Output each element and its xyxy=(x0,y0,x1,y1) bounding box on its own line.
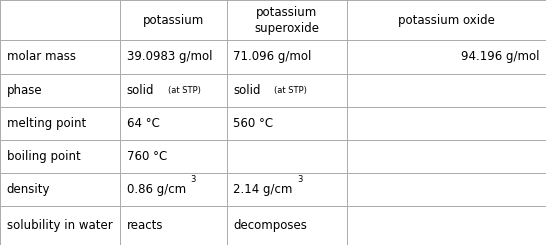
Text: decomposes: decomposes xyxy=(233,219,307,232)
Text: molar mass: molar mass xyxy=(7,50,75,63)
Text: (at STP): (at STP) xyxy=(168,86,200,95)
Text: solid: solid xyxy=(127,84,154,97)
Text: 760 °C: 760 °C xyxy=(127,150,167,163)
Text: phase: phase xyxy=(7,84,42,97)
Text: potassium oxide: potassium oxide xyxy=(398,14,495,27)
Text: 71.096 g/mol: 71.096 g/mol xyxy=(233,50,312,63)
Text: reacts: reacts xyxy=(127,219,163,232)
Text: solubility in water: solubility in water xyxy=(7,219,112,232)
Text: 560 °C: 560 °C xyxy=(233,117,273,130)
Text: (at STP): (at STP) xyxy=(274,86,307,95)
Text: solid: solid xyxy=(233,84,260,97)
Text: 64 °C: 64 °C xyxy=(127,117,159,130)
Text: potassium: potassium xyxy=(143,14,204,27)
Text: boiling point: boiling point xyxy=(7,150,80,163)
Text: 0.86 g/cm: 0.86 g/cm xyxy=(127,183,186,196)
Text: 2.14 g/cm: 2.14 g/cm xyxy=(233,183,293,196)
Text: 94.196 g/mol: 94.196 g/mol xyxy=(461,50,539,63)
Text: 39.0983 g/mol: 39.0983 g/mol xyxy=(127,50,212,63)
Text: 3: 3 xyxy=(191,175,196,184)
Text: potassium
superoxide: potassium superoxide xyxy=(254,6,319,35)
Text: 3: 3 xyxy=(297,175,302,184)
Text: melting point: melting point xyxy=(7,117,86,130)
Text: density: density xyxy=(7,183,50,196)
